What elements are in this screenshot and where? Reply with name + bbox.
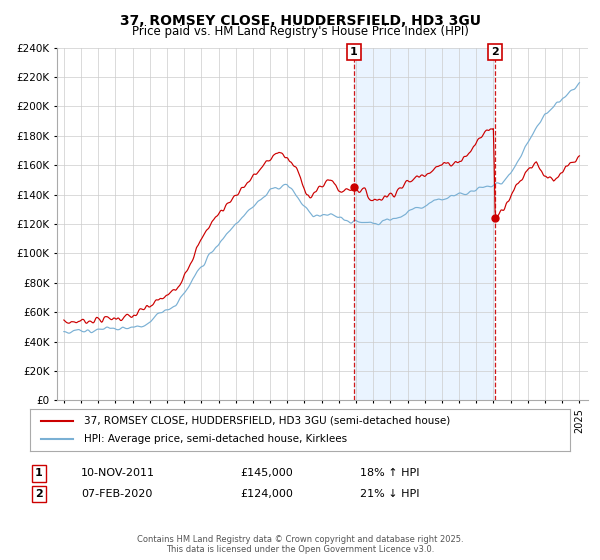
Text: 10-NOV-2011: 10-NOV-2011: [81, 468, 155, 478]
Text: Contains HM Land Registry data © Crown copyright and database right 2025.
This d: Contains HM Land Registry data © Crown c…: [137, 535, 463, 554]
Text: 37, ROMSEY CLOSE, HUDDERSFIELD, HD3 3GU (semi-detached house): 37, ROMSEY CLOSE, HUDDERSFIELD, HD3 3GU …: [84, 416, 450, 426]
Text: 1: 1: [35, 468, 43, 478]
Text: 2: 2: [35, 489, 43, 499]
Text: 07-FEB-2020: 07-FEB-2020: [81, 489, 152, 499]
Text: 21% ↓ HPI: 21% ↓ HPI: [360, 489, 419, 499]
Text: HPI: Average price, semi-detached house, Kirklees: HPI: Average price, semi-detached house,…: [84, 434, 347, 444]
Text: £124,000: £124,000: [240, 489, 293, 499]
Text: 37, ROMSEY CLOSE, HUDDERSFIELD, HD3 3GU: 37, ROMSEY CLOSE, HUDDERSFIELD, HD3 3GU: [119, 14, 481, 28]
Text: £145,000: £145,000: [240, 468, 293, 478]
Text: 1: 1: [350, 47, 358, 57]
Bar: [354, 48, 495, 400]
Text: 18% ↑ HPI: 18% ↑ HPI: [360, 468, 419, 478]
Text: Price paid vs. HM Land Registry's House Price Index (HPI): Price paid vs. HM Land Registry's House …: [131, 25, 469, 38]
Text: 2: 2: [491, 47, 499, 57]
